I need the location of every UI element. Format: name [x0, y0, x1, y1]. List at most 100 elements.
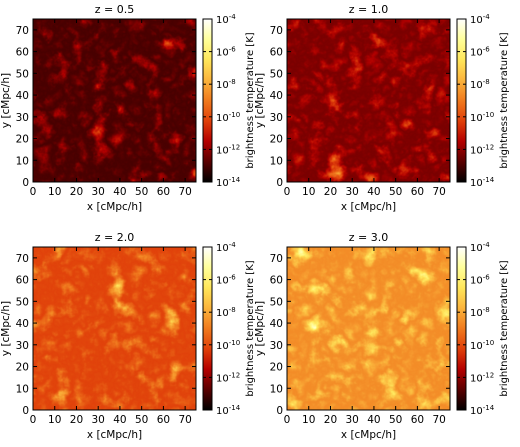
y-tick-label: 20 [270, 362, 283, 374]
x-axis-label: x [cMpc/h] [87, 201, 142, 213]
y-axis-label: y [cMpc/h] [254, 73, 266, 128]
panel-1: z = 0.5 0 10 20 30 40 50 60 70 0 10 20 30 40 50 60 70 x [… [0, 3, 256, 213]
x-tick-label: 40 [367, 414, 380, 426]
colorbar-tick-label: 10-6 [470, 274, 490, 287]
panel-4: z = 3.0 0 10 20 30 40 50 60 70 0 10 20 30 40 50 60 70 x [… [254, 231, 510, 441]
colorbar-tick-label: 10-4 [216, 13, 236, 26]
y-tick-label: 60 [16, 47, 29, 59]
plot-frame [286, 18, 451, 183]
panel-title: z = 1.0 [349, 3, 388, 16]
y-tick-label: 40 [16, 318, 29, 330]
y-tick-label: 60 [16, 275, 29, 287]
plot-frame [32, 18, 197, 183]
colorbar-label: brightness temperature [K] [245, 260, 256, 396]
x-tick-label: 20 [324, 414, 337, 426]
colorbar-label: brightness temperature [K] [499, 260, 510, 396]
y-tick-label: 10 [270, 155, 283, 167]
x-tick-label: 60 [411, 186, 424, 198]
y-tick-label: 70 [270, 25, 283, 37]
x-tick-label: 30 [346, 186, 359, 198]
x-tick-label: 30 [92, 186, 105, 198]
x-tick-label: 10 [302, 414, 315, 426]
y-axis-label: y [cMpc/h] [0, 73, 12, 128]
x-tick-label: 60 [157, 186, 170, 198]
colorbar-tick-label: 10-12 [470, 371, 494, 384]
y-tick-label: 30 [16, 340, 29, 352]
x-tick-label: 60 [157, 414, 170, 426]
colorbar [202, 246, 213, 411]
y-tick-label: 30 [16, 112, 29, 124]
colorbar-tick-label: 10-4 [470, 13, 490, 26]
y-tick-label: 0 [276, 405, 283, 417]
y-tick-label: 50 [16, 296, 29, 308]
y-tick-label: 60 [270, 275, 283, 287]
y-tick-label: 70 [270, 253, 283, 265]
x-tick-label: 70 [432, 414, 445, 426]
x-tick-label: 30 [92, 414, 105, 426]
heatmap-image [287, 247, 450, 410]
y-tick-label: 30 [270, 340, 283, 352]
colorbar-tick-label: 10-10 [470, 111, 494, 124]
x-tick-label: 40 [113, 414, 126, 426]
plot-frame [286, 246, 451, 411]
x-tick-label: 0 [30, 186, 37, 198]
y-tick-label: 60 [270, 47, 283, 59]
colorbar-tick-label: 10-12 [216, 143, 240, 156]
y-tick-label: 50 [270, 296, 283, 308]
panel-2: z = 1.0 0 10 20 30 40 50 60 70 0 10 20 30 40 50 60 70 x [… [254, 3, 510, 213]
x-tick-label: 30 [346, 414, 359, 426]
y-tick-label: 10 [16, 155, 29, 167]
y-tick-label: 0 [22, 405, 29, 417]
colorbar-tick-label: 10-14 [216, 404, 241, 417]
colorbar-tick-label: 10-8 [470, 78, 490, 91]
colorbar-tick-label: 10-8 [216, 306, 236, 319]
colorbar-tick-label: 10-6 [216, 46, 236, 59]
y-tick-label: 10 [270, 383, 283, 395]
x-axis-label: x [cMpc/h] [341, 429, 396, 441]
colorbar [456, 246, 467, 411]
y-tick-label: 30 [270, 112, 283, 124]
x-tick-label: 60 [411, 414, 424, 426]
colorbar-label: brightness temperature [K] [499, 32, 510, 168]
panel-title: z = 3.0 [349, 231, 388, 244]
y-axis-label: y [cMpc/h] [0, 301, 12, 356]
x-tick-label: 50 [389, 186, 402, 198]
colorbar-tick-label: 10-14 [470, 176, 495, 189]
x-tick-label: 0 [30, 414, 37, 426]
colorbar-tick-label: 10-4 [470, 241, 490, 254]
colorbar-tick-label: 10-14 [216, 176, 241, 189]
x-tick-label: 40 [367, 186, 380, 198]
x-tick-label: 20 [70, 186, 83, 198]
y-tick-label: 10 [16, 383, 29, 395]
x-tick-label: 40 [113, 186, 126, 198]
x-tick-label: 70 [178, 186, 191, 198]
colorbar-tick-label: 10-12 [470, 143, 494, 156]
x-tick-label: 10 [48, 186, 61, 198]
x-tick-label: 50 [135, 186, 148, 198]
x-tick-label: 0 [284, 186, 291, 198]
heatmap-image [287, 19, 450, 182]
plot-frame [32, 246, 197, 411]
y-tick-label: 50 [16, 68, 29, 80]
x-tick-label: 50 [135, 414, 148, 426]
y-tick-label: 50 [270, 68, 283, 80]
y-tick-label: 0 [276, 177, 283, 189]
heatmap-image [33, 247, 196, 410]
y-tick-label: 20 [270, 134, 283, 146]
colorbar-tick-label: 10-10 [470, 339, 494, 352]
x-tick-label: 50 [389, 414, 402, 426]
y-tick-label: 20 [16, 362, 29, 374]
colorbar-tick-label: 10-10 [216, 111, 240, 124]
panel-title: z = 2.0 [95, 231, 134, 244]
colorbar-tick-label: 10-14 [470, 404, 495, 417]
x-axis-label: x [cMpc/h] [87, 429, 142, 441]
y-tick-label: 70 [16, 253, 29, 265]
colorbar [202, 18, 213, 183]
x-tick-label: 10 [48, 414, 61, 426]
y-axis-label: y [cMpc/h] [254, 301, 266, 356]
colorbar [456, 18, 467, 183]
colorbar-label: brightness temperature [K] [245, 32, 256, 168]
x-tick-label: 20 [324, 186, 337, 198]
x-tick-label: 0 [284, 414, 291, 426]
